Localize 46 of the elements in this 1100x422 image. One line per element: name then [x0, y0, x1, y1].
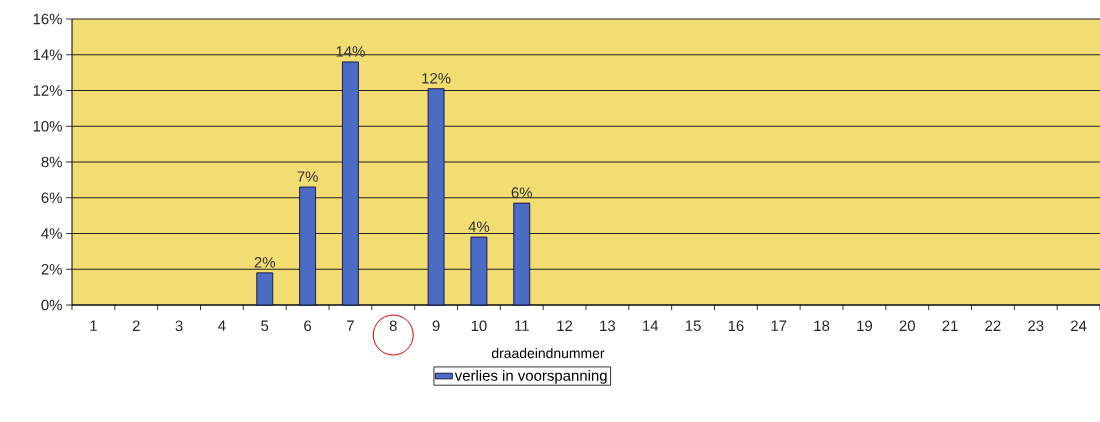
y-tick-label: 0% — [41, 299, 62, 311]
data-label: 6% — [511, 187, 533, 198]
x-tick-label: 15 — [685, 320, 701, 331]
x-tick-label: 1 — [90, 320, 97, 331]
x-tick-label: 22 — [985, 320, 1001, 331]
x-tick-label: 20 — [899, 320, 915, 332]
data-label: 4% — [468, 221, 490, 232]
x-tick-label: 12 — [557, 320, 573, 331]
bar — [513, 202, 531, 306]
x-tick-label: 21 — [942, 320, 958, 331]
y-tick-label: 14% — [33, 49, 62, 60]
y-tick-label: 10% — [33, 120, 62, 132]
bar — [470, 236, 488, 306]
x-tick-label: 5 — [261, 320, 269, 331]
x-tick-label: 2 — [132, 320, 140, 331]
x-tick-label: 17 — [771, 320, 787, 331]
x-tick-label: 11 — [515, 320, 529, 331]
x-tick-label: 9 — [432, 320, 440, 332]
x-tick-label: 13 — [600, 320, 616, 332]
x-tick-label: 19 — [857, 320, 872, 332]
data-label: 7% — [297, 171, 318, 182]
bar — [342, 61, 359, 306]
x-tick-label: 6 — [304, 320, 312, 332]
data-label: 12% — [422, 72, 451, 84]
bar — [427, 88, 445, 306]
x-tick-label: 10 — [471, 320, 487, 332]
y-tick-label: 16% — [33, 13, 62, 25]
x-tick-label: 8 — [389, 320, 397, 332]
x-tick-label: 16 — [728, 320, 744, 332]
x-tick-label: 23 — [1028, 320, 1044, 332]
x-axis-title: draadeindnummer — [491, 347, 605, 359]
y-tick-label: 6% — [41, 192, 62, 204]
x-tick-label: 24 — [1071, 320, 1087, 331]
y-tick-label: 8% — [41, 156, 62, 168]
x-tick-label: 3 — [175, 320, 183, 332]
bar — [256, 272, 274, 306]
x-tick-label: 7 — [347, 320, 354, 331]
x-tick-label: 14 — [643, 320, 659, 331]
y-tick-label: 2% — [41, 263, 62, 275]
x-tick-label: 18 — [814, 320, 830, 332]
bar — [299, 186, 316, 306]
data-label: 2% — [254, 257, 276, 268]
y-tick-label: 12% — [33, 85, 62, 96]
x-tick-label: 4 — [218, 320, 226, 331]
y-tick-label: 4% — [41, 228, 62, 239]
legend-label: verlies in voorspanning — [454, 369, 607, 384]
